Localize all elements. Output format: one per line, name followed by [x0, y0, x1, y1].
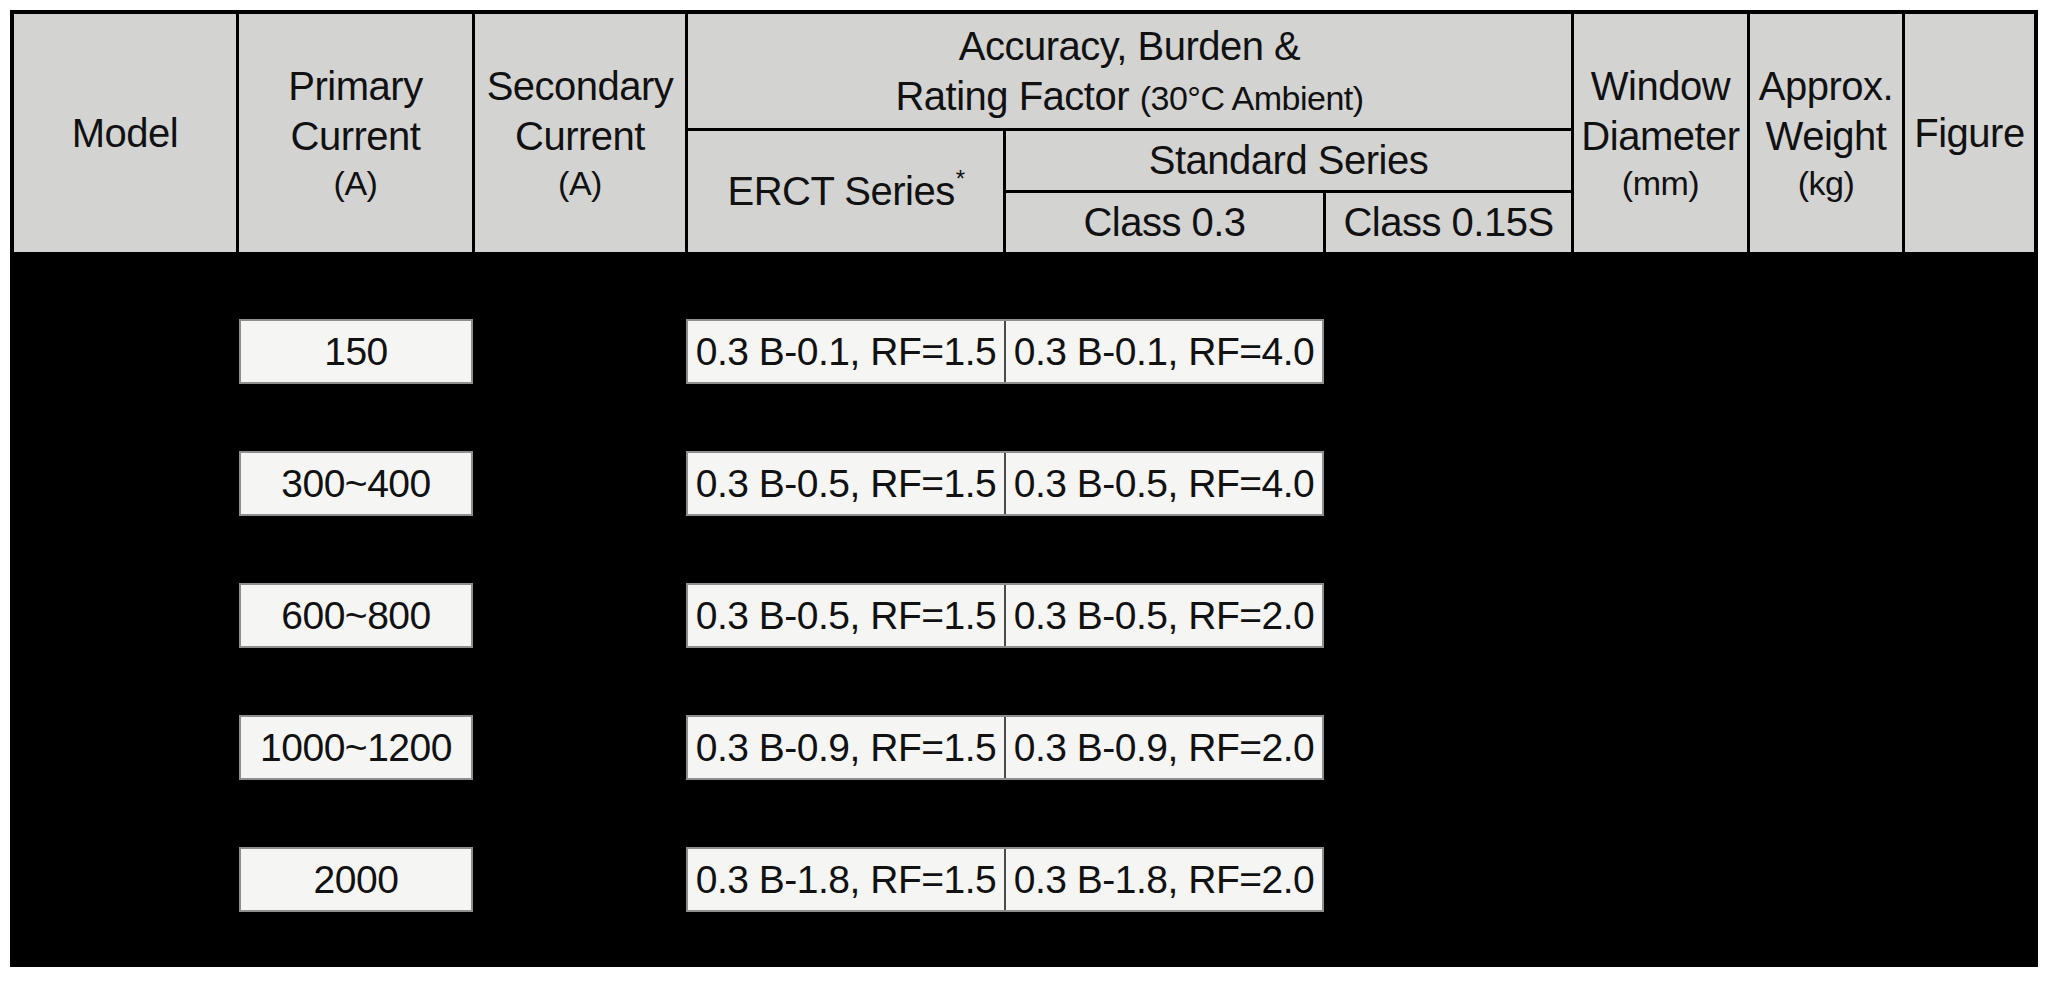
cell-primary-current: 150	[239, 319, 473, 384]
cell-primary-current: 1000~1200	[239, 715, 473, 780]
cell-class-0-3-rating: 0.3 B-0.5, RF=4.0	[1004, 453, 1322, 514]
cell-erct-rating: 0.3 B-0.5, RF=1.5	[688, 585, 1004, 646]
header-accuracy-group: Accuracy, Burden & Rating Factor (30°C A…	[688, 14, 1571, 128]
cell-erct-rating: 0.3 B-0.9, RF=1.5	[688, 717, 1004, 778]
cell-primary-current: 600~800	[239, 583, 473, 648]
cell-class-0-3-rating: 0.3 B-1.8, RF=2.0	[1004, 849, 1322, 910]
cell-primary-current: 300~400	[239, 451, 473, 516]
header-approx-line1: Approx.	[1759, 61, 1893, 111]
header-secondary-current: Secondary Current (A)	[475, 14, 685, 252]
accuracy-cells-row: 0.3 B-0.1, RF=1.5 0.3 B-0.1, RF=4.0	[686, 319, 1324, 384]
header-erct-series: ERCT Series*	[688, 131, 1003, 252]
header-accuracy-ambient: (30°C Ambient)	[1140, 79, 1364, 117]
cell-primary-current: 2000	[239, 847, 473, 912]
header-window-unit: (mm)	[1622, 161, 1699, 205]
header-approx-unit: (kg)	[1798, 161, 1855, 205]
header-model: Model	[14, 14, 236, 252]
header-erct-label: ERCT Series*	[728, 166, 964, 216]
header-accuracy-line1: Accuracy, Burden &	[959, 21, 1301, 71]
header-model-label: Model	[72, 108, 178, 158]
cell-class-0-3-rating: 0.3 B-0.9, RF=2.0	[1004, 717, 1322, 778]
spec-table: Model Primary Current (A) Secondary Curr…	[10, 10, 2038, 967]
accuracy-cells-row: 0.3 B-1.8, RF=1.5 0.3 B-1.8, RF=2.0	[686, 847, 1324, 912]
page: Model Primary Current (A) Secondary Curr…	[0, 0, 2045, 983]
table-body: 150 0.3 B-0.1, RF=1.5 0.3 B-0.1, RF=4.0 …	[10, 252, 2038, 967]
cell-erct-rating: 0.3 B-0.5, RF=1.5	[688, 453, 1004, 514]
header-erct-text: ERCT Series	[728, 169, 955, 213]
header-secondary-unit: (A)	[558, 161, 602, 205]
header-class-0-15s-label: Class 0.15S	[1343, 197, 1553, 247]
header-figure-label: Figure	[1914, 108, 2024, 158]
accuracy-cells-row: 0.3 B-0.5, RF=1.5 0.3 B-0.5, RF=2.0	[686, 583, 1324, 648]
accuracy-cells-row: 0.3 B-0.5, RF=1.5 0.3 B-0.5, RF=4.0	[686, 451, 1324, 516]
header-class-0-15s: Class 0.15S	[1326, 193, 1571, 252]
header-erct-footnote-asterisk: *	[956, 165, 965, 192]
header-accuracy-line2-main: Rating Factor	[895, 74, 1129, 118]
header-primary-current: Primary Current (A)	[239, 14, 472, 252]
header-accuracy-line2: Rating Factor (30°C Ambient)	[895, 71, 1363, 121]
header-standard-series: Standard Series	[1006, 131, 1571, 190]
accuracy-cells-row: 0.3 B-0.9, RF=1.5 0.3 B-0.9, RF=2.0	[686, 715, 1324, 780]
header-secondary-line1: Secondary	[487, 61, 674, 111]
cell-erct-rating: 0.3 B-1.8, RF=1.5	[688, 849, 1004, 910]
cell-class-0-3-rating: 0.3 B-0.5, RF=2.0	[1004, 585, 1322, 646]
table-header: Model Primary Current (A) Secondary Curr…	[14, 14, 2034, 252]
header-primary-unit: (A)	[334, 161, 378, 205]
header-standard-label: Standard Series	[1149, 135, 1428, 185]
cell-class-0-3-rating: 0.3 B-0.1, RF=4.0	[1004, 321, 1322, 382]
header-primary-line1: Primary	[288, 61, 422, 111]
header-primary-line2: Current	[291, 111, 421, 161]
header-window-line1: Window	[1591, 61, 1730, 111]
header-window-line2: Diameter	[1581, 111, 1739, 161]
header-figure: Figure	[1905, 14, 2034, 252]
header-class-0-3: Class 0.3	[1006, 193, 1323, 252]
header-approx-weight: Approx. Weight (kg)	[1750, 14, 1902, 252]
header-class-0-3-label: Class 0.3	[1083, 197, 1245, 247]
header-window-diameter: Window Diameter (mm)	[1574, 14, 1747, 252]
cell-erct-rating: 0.3 B-0.1, RF=1.5	[688, 321, 1004, 382]
header-approx-line2: Weight	[1766, 111, 1887, 161]
header-secondary-line2: Current	[515, 111, 645, 161]
